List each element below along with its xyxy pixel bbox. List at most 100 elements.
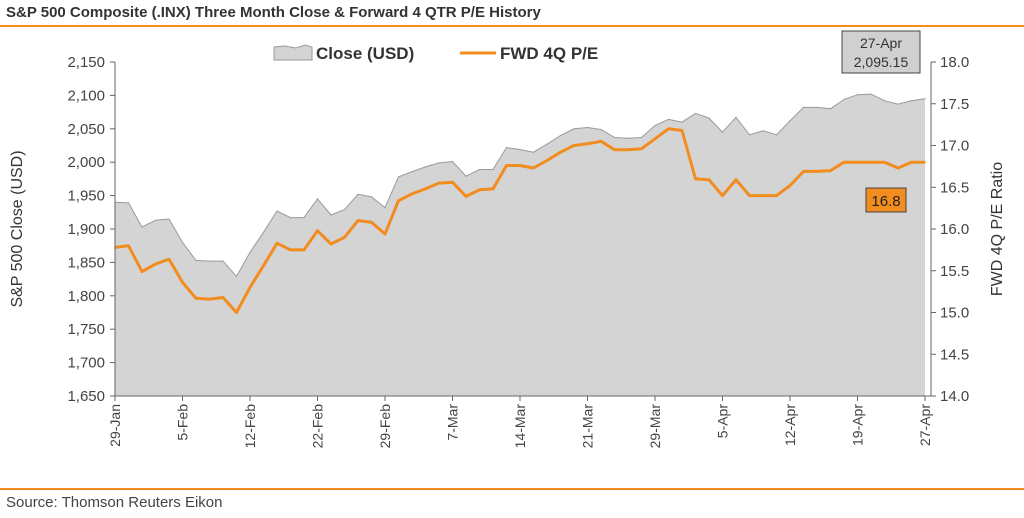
- close-point: [222, 260, 224, 262]
- pe-point: [181, 281, 184, 284]
- pe-point: [681, 129, 683, 132]
- pe-point: [559, 151, 562, 153]
- close-point: [856, 94, 859, 96]
- close-point: [168, 218, 170, 220]
- pe-point: [856, 161, 859, 163]
- x-tick-label: 29-Feb: [377, 404, 393, 449]
- close-point: [816, 106, 818, 108]
- close-point: [721, 131, 724, 133]
- pe-point: [276, 242, 278, 244]
- last-pe-box: [865, 187, 907, 213]
- pe-point: [222, 296, 224, 299]
- close-point: [802, 106, 805, 108]
- pe-point: [424, 188, 427, 190]
- pe-point: [316, 229, 319, 232]
- pe-point: [897, 167, 899, 169]
- pe-point: [627, 148, 629, 151]
- annotations: 27-Apr 2,095.15 16.8: [841, 30, 921, 213]
- close-point: [384, 207, 386, 209]
- left-tick-label: 1,900: [67, 221, 105, 238]
- pe-point: [127, 244, 130, 247]
- pe-point: [748, 194, 751, 197]
- close-point: [330, 214, 332, 216]
- pe-point: [613, 148, 616, 151]
- pe-point: [829, 169, 832, 172]
- left-tick-label: 1,950: [67, 188, 105, 205]
- left-tick-label: 1,650: [67, 388, 105, 405]
- left-tick-label: 1,700: [67, 355, 105, 372]
- close-point: [600, 128, 602, 131]
- pe-line-layer: [114, 127, 926, 314]
- close-point: [559, 134, 562, 137]
- x-tick-label: 7-Mar: [445, 404, 461, 441]
- close-point: [370, 196, 373, 198]
- close-point: [181, 241, 184, 243]
- last-close-date: 27-Apr: [860, 35, 902, 51]
- legend-swatch-close: [273, 44, 313, 61]
- pe-point: [505, 164, 508, 167]
- close-point: [289, 217, 292, 219]
- pe-point: [816, 170, 818, 173]
- pe-point: [519, 164, 521, 167]
- pe-point: [870, 161, 872, 163]
- left-tick-label: 2,050: [67, 121, 105, 138]
- pe-point: [708, 178, 710, 181]
- x-tick-label: 22-Feb: [310, 404, 326, 449]
- close-point: [883, 100, 886, 102]
- close-point: [235, 275, 238, 277]
- close-point: [897, 103, 899, 105]
- pe-point: [343, 236, 346, 239]
- pe-point: [910, 161, 913, 163]
- close-point: [910, 100, 913, 102]
- left-tick-label: 2,150: [67, 54, 105, 71]
- close-point: [208, 260, 211, 262]
- pe-point: [843, 161, 845, 163]
- close-point: [154, 219, 157, 221]
- close-point: [640, 136, 643, 139]
- pe-point: [789, 184, 791, 187]
- close-point: [667, 118, 670, 120]
- close-point: [411, 171, 413, 173]
- pe-point: [262, 264, 265, 267]
- close-point: [829, 108, 832, 110]
- pe-point: [357, 219, 359, 222]
- close-point: [397, 176, 400, 178]
- axes-layer: 1,650 1,700 1,750 1,800 1,850 1,900 1,950 2,000…: [9, 54, 1006, 448]
- close-point: [627, 137, 629, 139]
- pe-point: [370, 221, 373, 224]
- right-tick-label: 16.5: [940, 179, 969, 196]
- close-point: [478, 168, 481, 171]
- x-tick-label: 12-Feb: [242, 404, 258, 449]
- pe-point: [384, 233, 386, 235]
- close-point: [613, 136, 616, 139]
- close-point: [694, 112, 697, 114]
- close-point: [546, 143, 548, 145]
- close-point: [775, 134, 778, 136]
- right-tick-label: 18.0: [940, 54, 969, 71]
- close-point: [789, 120, 791, 122]
- pe-point: [411, 193, 413, 195]
- close-point: [573, 128, 575, 130]
- close-point: [505, 146, 508, 149]
- close-point: [276, 210, 278, 212]
- close-point: [492, 168, 494, 171]
- pe-point: [154, 263, 157, 265]
- close-point: [519, 148, 521, 151]
- close-point: [195, 259, 197, 261]
- pe-point: [235, 311, 238, 314]
- pe-point: [208, 298, 211, 300]
- pe-point: [924, 161, 926, 163]
- last-pe-value: 16.8: [871, 193, 900, 210]
- close-point: [654, 124, 656, 127]
- y-axis-title: S&P 500 Close (USD): [9, 150, 26, 307]
- pe-point: [532, 167, 535, 169]
- right-tick-label: 15.5: [940, 263, 969, 280]
- pe-point: [721, 194, 724, 197]
- close-point: [262, 231, 265, 233]
- close-point: [438, 162, 440, 164]
- pe-point: [289, 249, 292, 251]
- pe-point: [546, 159, 548, 162]
- close-point: [870, 93, 872, 95]
- close-point: [681, 121, 683, 123]
- pe-point: [883, 161, 886, 163]
